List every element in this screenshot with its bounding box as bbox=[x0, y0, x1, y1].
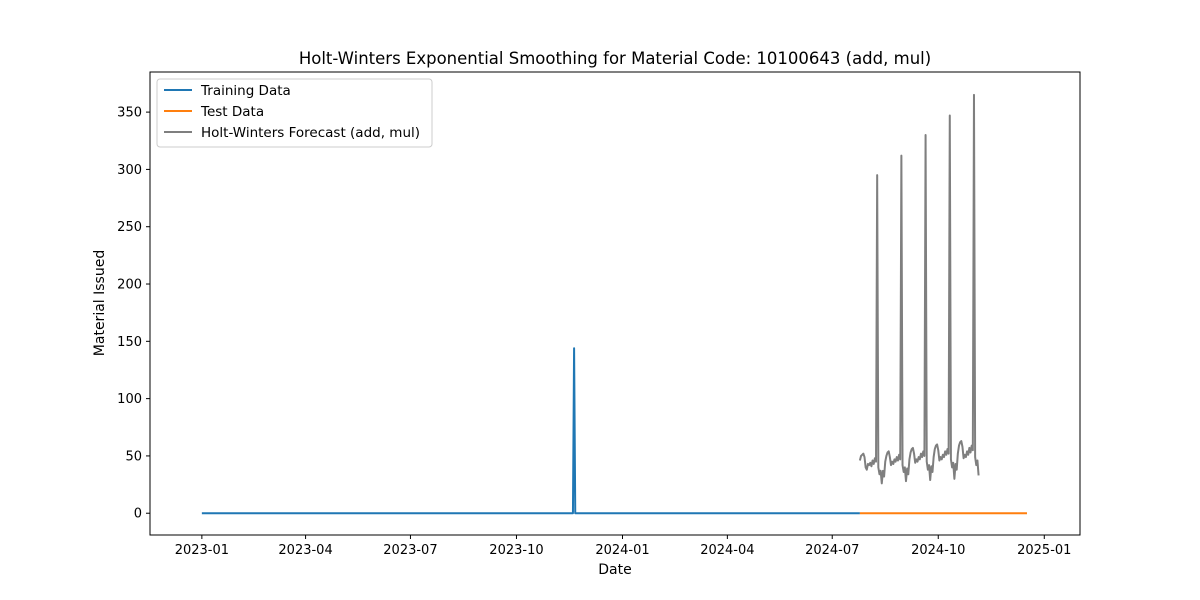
y-axis: 0 50 100 150 200 250 300 350 bbox=[117, 106, 150, 522]
x-tick-label: 2024-07 bbox=[805, 543, 859, 558]
y-tick-label: 350 bbox=[117, 106, 142, 121]
legend-label-forecast: Holt-Winters Forecast (add, mul) bbox=[201, 125, 420, 141]
forecast-line bbox=[858, 93, 980, 485]
y-tick-label: 250 bbox=[117, 220, 142, 235]
legend-label-training: Training Data bbox=[200, 83, 291, 99]
x-tick-label: 2023-07 bbox=[383, 543, 437, 558]
x-tick-label: 2023-10 bbox=[489, 543, 543, 558]
axes-frame bbox=[149, 71, 1081, 536]
y-tick-label: 300 bbox=[117, 163, 142, 178]
y-tick-label: 0 bbox=[134, 507, 142, 522]
chart-title: Holt-Winters Exponential Smoothing for M… bbox=[299, 49, 931, 68]
legend: Training Data Test Data Holt-Winters For… bbox=[156, 78, 433, 148]
x-tick-label: 2024-10 bbox=[911, 543, 965, 558]
x-axis: 2023-01 2023-04 2023-07 2023-10 2024-01 2024-… bbox=[175, 535, 1071, 558]
y-tick-label: 200 bbox=[117, 278, 142, 293]
x-tick-label: 2025-01 bbox=[1017, 543, 1071, 558]
training-data-line bbox=[201, 347, 860, 515]
y-tick-label: 100 bbox=[117, 392, 142, 407]
y-tick-label: 150 bbox=[117, 335, 142, 350]
x-axis-label: Date bbox=[598, 562, 631, 578]
x-tick-label: 2023-04 bbox=[278, 543, 332, 558]
plot-area bbox=[201, 93, 1027, 515]
y-axis-label: Material Issued bbox=[92, 250, 108, 356]
x-tick-label: 2024-01 bbox=[595, 543, 649, 558]
x-tick-label: 2024-04 bbox=[700, 543, 754, 558]
legend-label-test: Test Data bbox=[200, 104, 264, 120]
legend-box bbox=[156, 78, 433, 148]
x-tick-label: 2023-01 bbox=[175, 543, 229, 558]
y-tick-label: 50 bbox=[125, 449, 142, 464]
